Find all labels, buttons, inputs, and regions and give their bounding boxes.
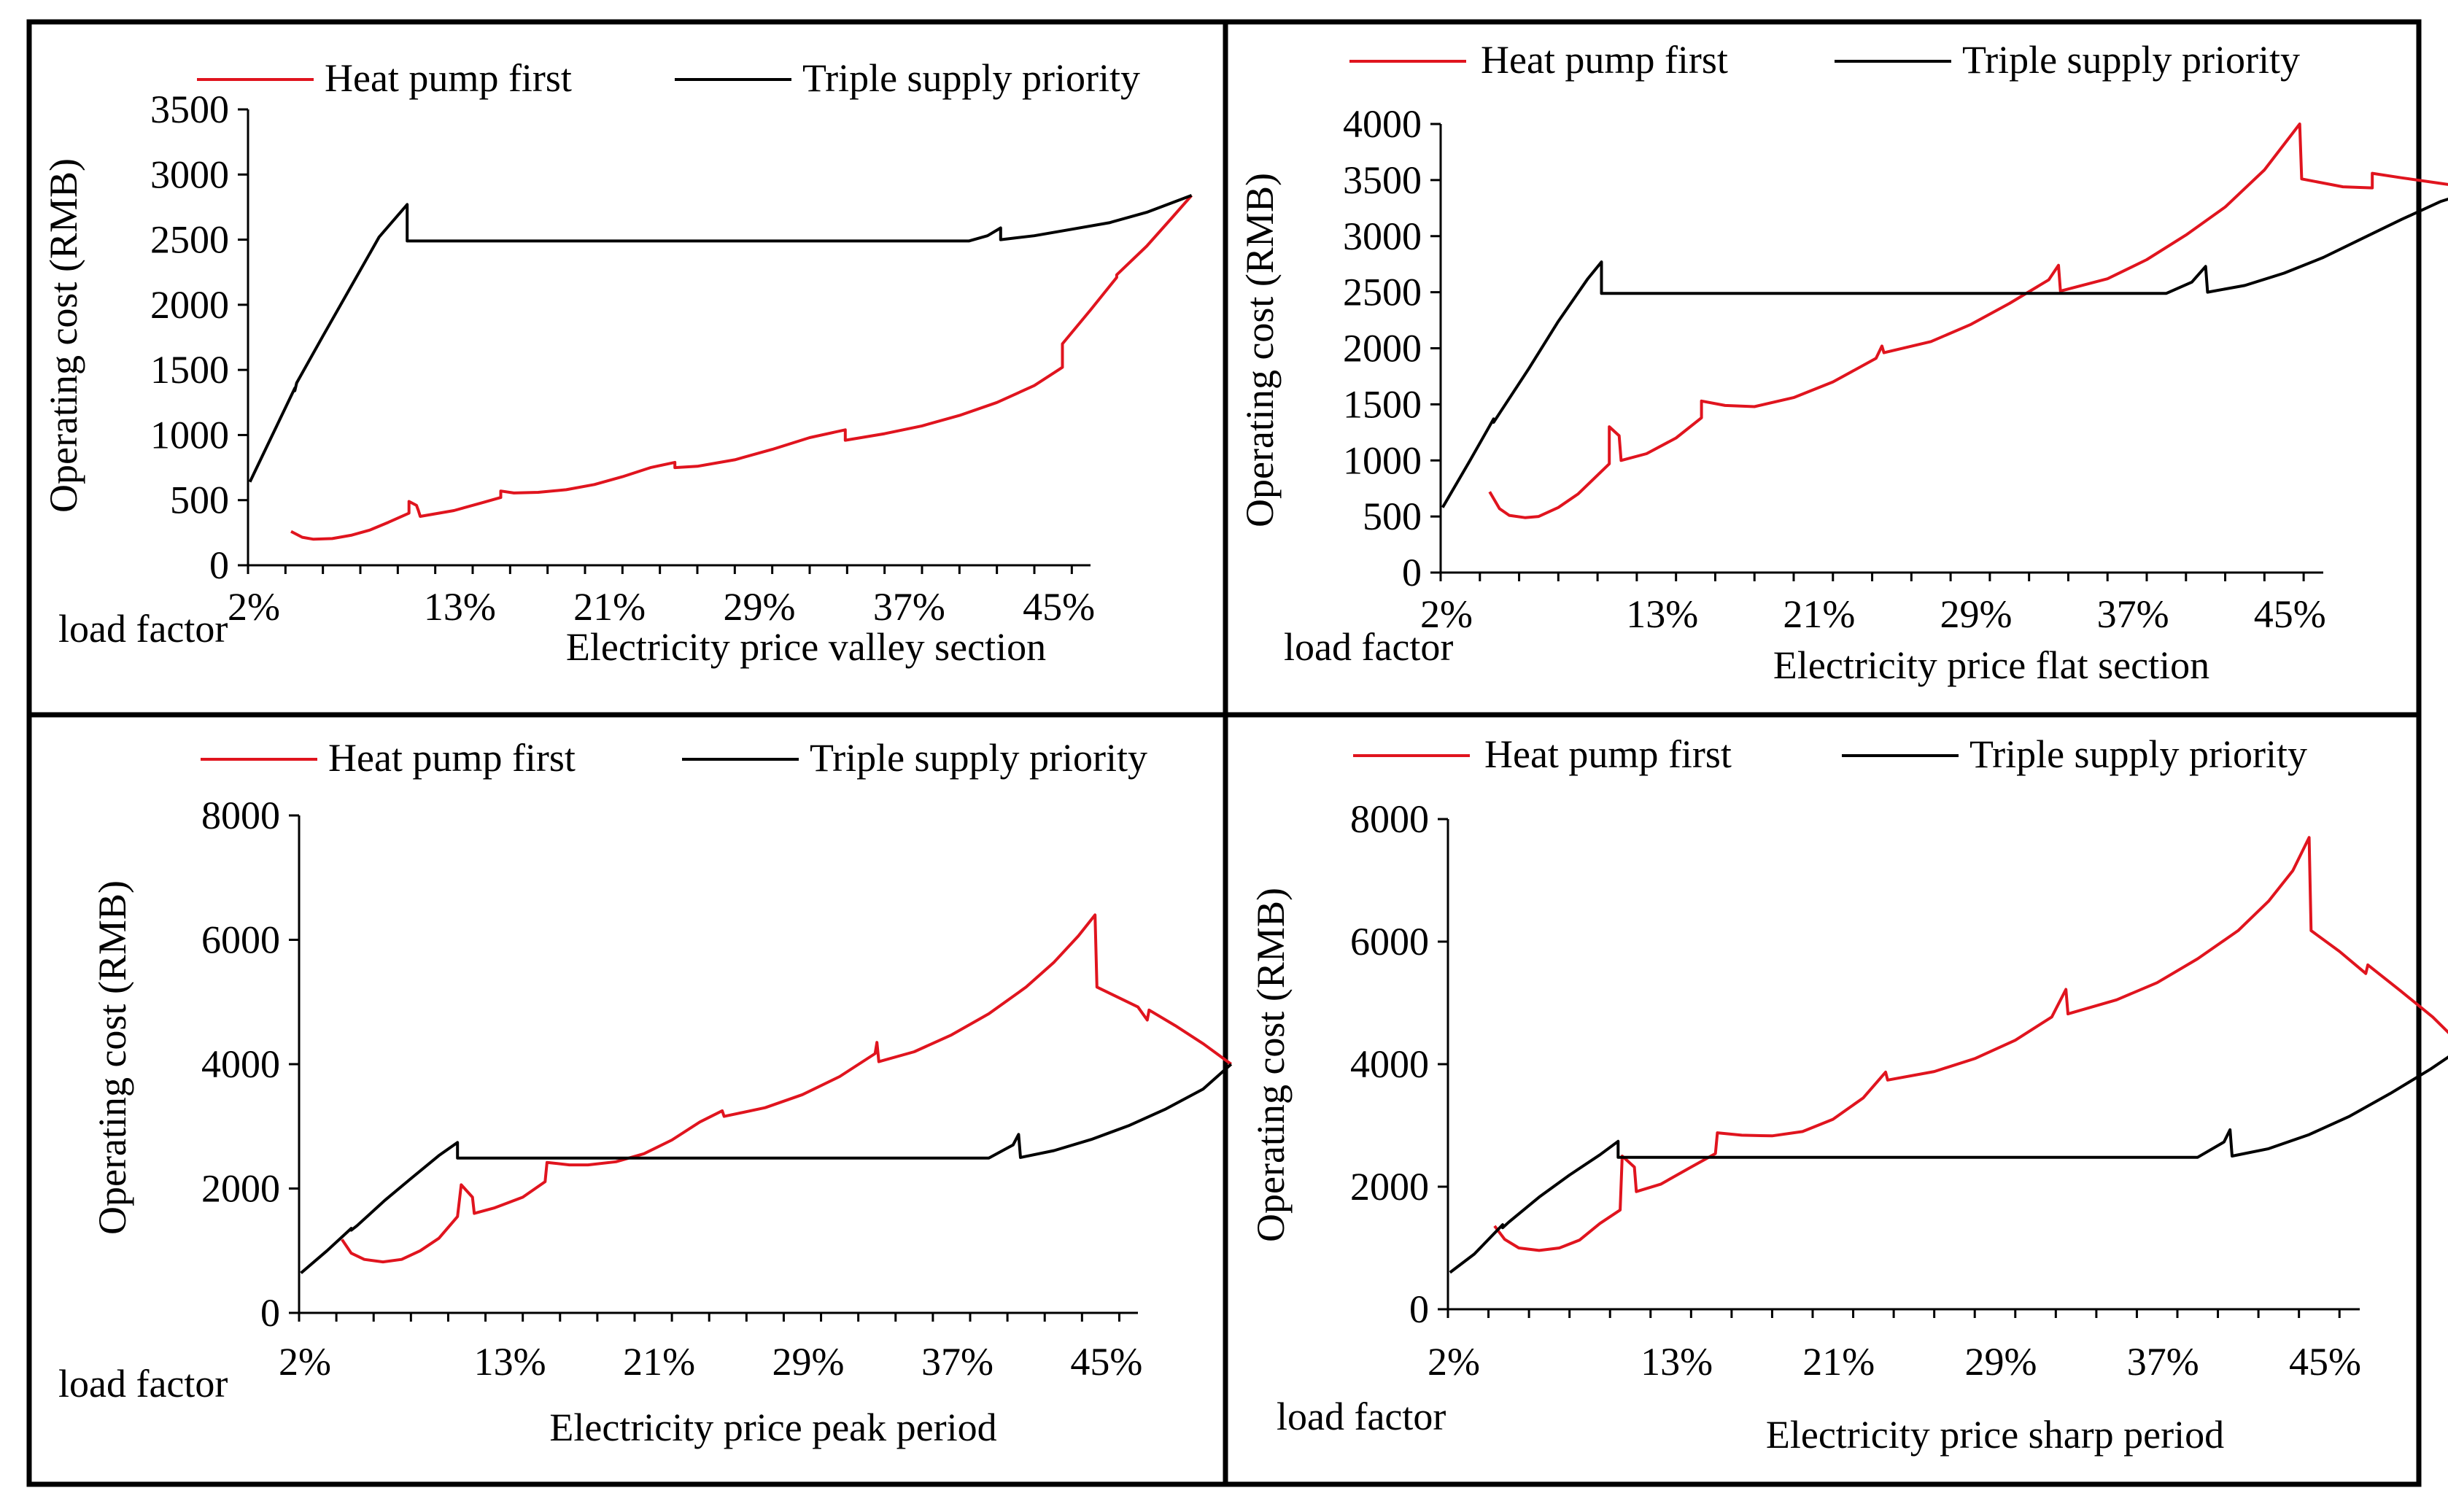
x-tick-label: 37% [873,585,945,629]
y-tick-label: 8000 [201,794,280,837]
y-tick-label: 3500 [150,88,229,131]
panel-title: Electricity price sharp period [1766,1413,2224,1457]
panel-title: Electricity price peak period [549,1406,996,1449]
y-tick-label: 0 [1409,1287,1429,1331]
legend: Heat pump first Triple supply priority [1353,732,2307,776]
y-tick-label: 1500 [150,348,229,392]
x-tick-label: 2% [1420,592,1473,636]
x-tick-label: 37% [921,1340,993,1384]
x-tick-label: 21% [1783,592,1855,636]
legend: Heat pump first Triple supply priority [1349,38,2300,82]
y-tick-label: 2000 [1343,327,1422,371]
y-axis-label: Operating cost (RMB) [1238,173,1282,527]
y-tick-label: 1000 [150,413,229,457]
y-tick-label: 2000 [1350,1165,1429,1209]
legend-label-1: Heat pump first [1481,38,1728,82]
y-tick-label: 0 [209,543,229,587]
y-tick-label: 3500 [1343,158,1422,202]
x-axis-label: load factor [1277,1395,1446,1438]
x-tick-label: 37% [2127,1340,2199,1384]
series-line-heat-pump-first [290,194,1193,541]
x-tick-label: 29% [1940,592,2013,636]
y-tick-label: 8000 [1350,797,1429,841]
y-tick-label: 6000 [201,918,280,962]
x-tick-label: 13% [1626,592,1698,636]
x-tick-label: 21% [573,585,646,629]
y-tick-label: 2000 [201,1167,280,1211]
x-tick-label: 21% [623,1340,695,1384]
x-axis-label: load factor [1284,625,1453,669]
chart-panel-4: 0 2000 4000 6000 8000 2% 13% 21% 29% 37% 45% Operat… [1249,732,2448,1457]
x-tick-label: 45% [2289,1340,2361,1384]
x-tick-label: 29% [1965,1340,2037,1384]
series-line-triple-supply-priority [1441,197,2448,508]
x-axis-label: load factor [58,1362,228,1406]
x-tick-label: 37% [2097,592,2169,636]
chart-panel-3: 0 2000 4000 6000 8000 2% 13% 21% 29% 37% 45% Operat… [58,736,1233,1449]
legend-label-2: Triple supply priority [1969,732,2307,776]
panel-title: Electricity price valley section [566,625,1046,669]
chart-panel-1: 0 500 1000 1500 2000 2500 3000 3500 2% 13% 21% 29% 3… [42,56,1193,669]
series-line-heat-pump-first [1488,123,2448,519]
x-tick-label: 45% [1023,585,1095,629]
series-line-triple-supply-priority [300,1063,1233,1274]
series-line-triple-supply-priority [1449,1055,2448,1274]
legend-label-1: Heat pump first [328,736,576,780]
y-tick-label: 500 [170,478,229,522]
y-tick-label: 6000 [1350,920,1429,964]
y-tick-label: 1000 [1343,438,1422,482]
y-tick-label: 4000 [1350,1042,1429,1086]
legend-label-1: Heat pump first [325,56,572,100]
legend-label-1: Heat pump first [1484,732,1732,776]
x-tick-label: 29% [724,585,796,629]
x-tick-label: 21% [1802,1340,1875,1384]
series-line-heat-pump-first [341,913,1232,1264]
x-tick-label: 13% [1641,1340,1713,1384]
x-tick-label: 2% [228,585,280,629]
series-line-triple-supply-priority [248,194,1193,483]
legend-label-2: Triple supply priority [1962,38,2300,82]
legend-label-2: Triple supply priority [810,736,1147,780]
y-tick-label: 2000 [150,283,229,327]
y-axis-label: Operating cost (RMB) [1249,888,1293,1242]
y-tick-label: 0 [1402,551,1422,594]
y-tick-label: 3000 [150,152,229,196]
x-tick-label: 2% [279,1340,331,1384]
y-tick-label: 2500 [150,218,229,262]
y-tick-label: 0 [260,1291,280,1335]
y-axis-label: Operating cost (RMB) [90,880,134,1235]
x-tick-label: 13% [424,585,496,629]
legend-label-2: Triple supply priority [802,56,1140,100]
x-tick-label: 13% [474,1340,546,1384]
x-axis-label: load factor [58,607,228,651]
x-tick-label: 29% [772,1340,845,1384]
series-line-heat-pump-first [1493,836,2448,1252]
chart-panel-2: 0 500 1000 1500 2000 2500 3000 3500 4000 2% 13% 21%… [1238,38,2448,687]
legend: Heat pump first Triple supply priority [201,736,1147,780]
y-tick-label: 1500 [1343,382,1422,426]
legend: Heat pump first Triple supply priority [197,56,1140,100]
y-tick-label: 500 [1363,495,1422,538]
x-tick-label: 2% [1428,1340,1480,1384]
x-tick-label: 45% [1070,1340,1142,1384]
y-tick-label: 4000 [201,1042,280,1086]
y-tick-label: 2500 [1343,271,1422,314]
y-axis-label: Operating cost (RMB) [42,158,85,513]
y-tick-label: 3000 [1343,214,1422,258]
x-tick-label: 45% [2254,592,2326,636]
panel-title: Electricity price flat section [1773,643,2209,687]
y-tick-label: 4000 [1343,102,1422,146]
